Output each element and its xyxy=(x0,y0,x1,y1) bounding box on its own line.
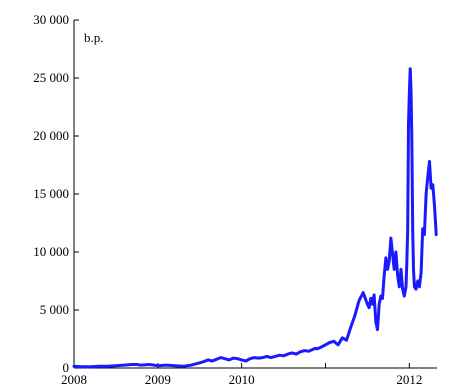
y-tick-label: 15 000 xyxy=(33,186,69,201)
y-tick-label: 20 000 xyxy=(33,128,69,143)
x-tick-label: 2008 xyxy=(61,372,87,387)
unit-label: b.p. xyxy=(84,30,104,45)
y-tick-label: 30 000 xyxy=(33,12,69,27)
x-tick-label: 2012 xyxy=(396,372,422,387)
y-tick-label: 25 000 xyxy=(33,70,69,85)
x-tick-label: 2010 xyxy=(229,372,255,387)
y-tick-label: 10 000 xyxy=(33,244,69,259)
y-ticks: 0 5 000 10 000 15 000 20 000 25 000 30 000 xyxy=(33,12,79,375)
x-tick-label: 2009 xyxy=(145,372,171,387)
series-line-0 xyxy=(72,67,438,369)
axes xyxy=(73,20,437,369)
y-tick-label: 5 000 xyxy=(40,302,69,317)
y-tick-label: 0 xyxy=(63,360,70,375)
series-group xyxy=(72,67,438,369)
